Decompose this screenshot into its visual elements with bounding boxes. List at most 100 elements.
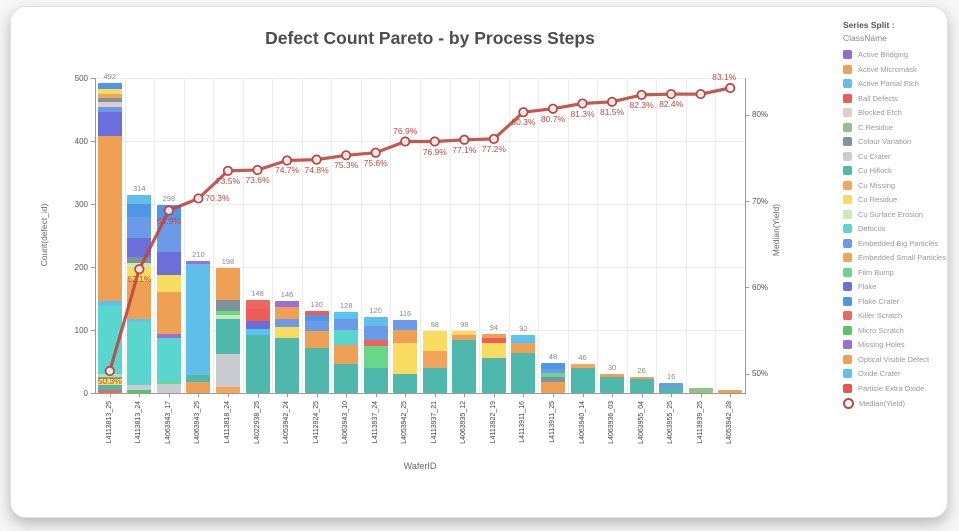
bar-segment[interactable]	[363, 317, 388, 327]
legend-item-cu-hillock[interactable]: Cu Hillock	[843, 166, 955, 175]
bar-segment[interactable]	[245, 308, 270, 322]
legend-item-cu-residue[interactable]: Cu Residue	[843, 195, 955, 204]
bar-L4022938_25[interactable]	[245, 299, 270, 393]
yield-marker[interactable]	[577, 98, 588, 109]
bar-segment[interactable]	[540, 381, 565, 393]
yield-marker[interactable]	[400, 136, 411, 147]
legend-item-cu-surface-erosion[interactable]: Cu Surface Erosion	[843, 209, 955, 219]
yield-marker[interactable]	[311, 154, 322, 165]
bar-segment[interactable]	[481, 342, 506, 358]
bar-segment[interactable]	[275, 337, 300, 393]
bar-segment[interactable]	[127, 322, 152, 386]
bar-segment[interactable]	[97, 94, 122, 99]
bar-segment[interactable]	[275, 327, 300, 338]
yield-marker[interactable]	[163, 205, 174, 216]
bar-segment[interactable]	[127, 390, 152, 393]
bar-segment[interactable]	[275, 307, 300, 319]
legend-item-missing-holes[interactable]: Missing Holes	[843, 340, 955, 349]
legend-item-embedded-small-particles[interactable]: Embedded Small Particles	[843, 253, 955, 262]
bar-segment[interactable]	[97, 379, 122, 386]
bar-segment[interactable]	[334, 363, 359, 393]
bar-segment[interactable]	[334, 345, 359, 364]
bar-segment[interactable]	[127, 256, 152, 264]
bar-segment[interactable]	[186, 264, 211, 376]
bar-segment[interactable]	[334, 312, 359, 319]
bar-segment[interactable]	[97, 390, 122, 393]
bar-L4113937_24[interactable]	[363, 317, 388, 393]
bar-L4063936_03[interactable]	[600, 374, 625, 393]
bar-segment[interactable]	[97, 89, 122, 95]
bar-segment[interactable]	[215, 314, 240, 319]
bar-L4053942_28[interactable]	[718, 390, 743, 393]
bar-segment[interactable]	[481, 333, 506, 338]
bar-segment[interactable]	[393, 342, 418, 375]
bar-L4112924_25[interactable]	[304, 311, 329, 393]
bar-segment[interactable]	[215, 311, 240, 315]
yield-marker[interactable]	[547, 103, 559, 114]
yield-marker[interactable]	[518, 107, 529, 118]
bar-segment[interactable]	[334, 329, 359, 346]
bar-segment[interactable]	[422, 367, 447, 393]
yield-marker[interactable]	[222, 165, 234, 176]
bar-segment[interactable]	[452, 340, 477, 393]
bar-segment[interactable]	[363, 346, 388, 368]
bar-segment[interactable]	[304, 321, 329, 332]
bar-segment[interactable]	[275, 318, 300, 328]
bar-segment[interactable]	[245, 299, 270, 309]
bar-segment[interactable]	[600, 376, 625, 393]
bar-segment[interactable]	[127, 203, 152, 217]
bar-segment[interactable]	[245, 321, 270, 329]
bar-segment[interactable]	[393, 329, 418, 343]
legend-item-embedded-big-particles[interactable]: Embedded Big Particles	[843, 238, 955, 248]
bar-segment[interactable]	[97, 135, 122, 301]
yield-marker[interactable]	[636, 89, 647, 101]
bar-segment[interactable]	[215, 353, 240, 387]
legend-item-oxide-crater[interactable]: Oxide Crater	[843, 369, 955, 378]
bar-segment[interactable]	[304, 311, 329, 315]
bar-segment[interactable]	[186, 381, 211, 393]
bar-L4113911_16[interactable]	[511, 335, 536, 393]
bar-L4113911_25[interactable]	[540, 362, 565, 393]
bar-segment[interactable]	[452, 335, 477, 341]
bar-L4113813_24[interactable]	[127, 195, 152, 393]
legend-item-colour-variation[interactable]: Colour Variation	[843, 137, 955, 146]
legend-item-killer-scratch[interactable]: Killer Scratch	[843, 311, 955, 320]
bar-segment[interactable]	[156, 384, 181, 393]
yield-marker[interactable]	[134, 264, 145, 275]
bar-segment[interactable]	[334, 318, 359, 330]
bar-segment[interactable]	[97, 98, 122, 102]
yield-marker[interactable]	[193, 193, 204, 204]
legend-item-flake[interactable]: Flake	[843, 282, 955, 291]
bar-segment[interactable]	[363, 367, 388, 393]
bar-segment[interactable]	[127, 195, 152, 204]
yield-marker[interactable]	[725, 82, 736, 94]
bar-segment[interactable]	[156, 251, 181, 275]
bar-segment[interactable]	[393, 374, 418, 393]
bar-segment[interactable]	[156, 337, 181, 382]
bar-L4063955_25[interactable]	[659, 382, 684, 393]
yield-marker[interactable]	[606, 96, 618, 107]
yield-marker[interactable]	[104, 365, 115, 377]
legend-item-median-yield[interactable]: Median(Yield)	[843, 398, 955, 409]
legend-item-cu-missing[interactable]: Cu Missing	[843, 180, 955, 190]
yield-marker[interactable]	[429, 136, 440, 147]
bar-L4113937_21[interactable]	[422, 331, 447, 393]
bar-segment[interactable]	[570, 364, 595, 368]
bar-segment[interactable]	[304, 314, 329, 322]
bar-L4053942_25[interactable]	[393, 319, 418, 393]
bar-segment[interactable]	[481, 337, 506, 343]
bar-segment[interactable]	[304, 347, 329, 393]
bar-segment[interactable]	[718, 390, 743, 393]
bar-L4113818_24[interactable]	[215, 268, 240, 393]
bar-segment[interactable]	[156, 381, 181, 385]
bar-L4063943_10[interactable]	[334, 312, 359, 393]
legend-item-active-partial-etch[interactable]: Active Partial Etch	[843, 79, 955, 88]
bar-segment[interactable]	[511, 342, 536, 353]
bar-segment[interactable]	[275, 301, 300, 308]
bar-segment[interactable]	[481, 357, 506, 393]
bar-segment[interactable]	[422, 331, 447, 352]
bar-segment[interactable]	[511, 335, 536, 343]
bar-segment[interactable]	[363, 340, 388, 347]
bar-L4113939_25[interactable]	[688, 387, 713, 393]
legend-item-micro-scratch[interactable]: Micro Scratch	[843, 325, 955, 335]
